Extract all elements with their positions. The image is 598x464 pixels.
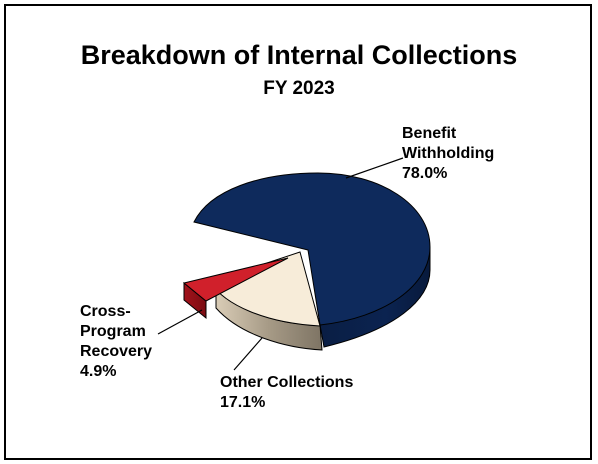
chart-title: Breakdown of Internal Collections: [80, 40, 518, 70]
slice-label-cross-program-recovery: Cross- Program Recovery 4.9%: [80, 303, 153, 380]
slice-label-benefit-withholding: Benefit Withholding 78.0%: [402, 125, 495, 182]
pie-slice-cross-program-recovery: [182, 257, 289, 302]
leader-line-other: [233, 337, 263, 371]
leader-line-benefit: [345, 157, 404, 179]
leader-line-cross-program: [157, 309, 203, 335]
chart-subtitle: FY 2023: [263, 78, 335, 99]
pie-slice-benefit-withholding: [193, 172, 431, 326]
slice-label-other-collections: Other Collections 17.1%: [220, 374, 354, 411]
